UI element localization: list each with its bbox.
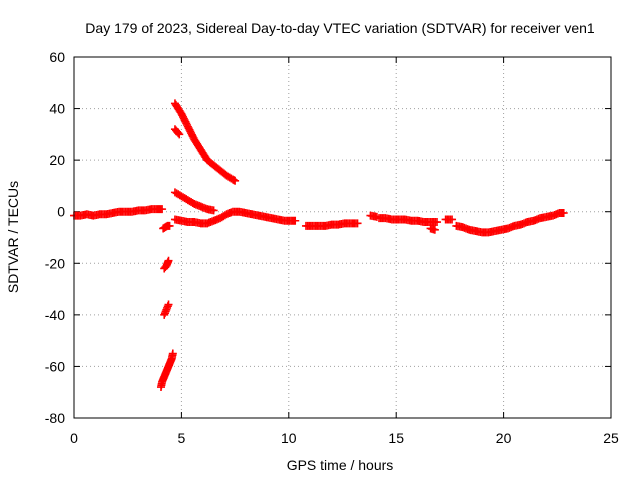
y-tick-label: -40 bbox=[45, 307, 65, 323]
data-point bbox=[158, 205, 167, 214]
y-tick-label: 60 bbox=[49, 49, 65, 65]
data-point bbox=[559, 209, 568, 218]
x-tick-label: 25 bbox=[603, 430, 619, 446]
data-point bbox=[430, 225, 439, 234]
y-tick-label: 40 bbox=[49, 101, 65, 117]
y-tick-label: -60 bbox=[45, 358, 65, 374]
data-point bbox=[175, 130, 184, 139]
data-point bbox=[209, 206, 218, 215]
x-tick-label: 10 bbox=[281, 430, 297, 446]
plot-frame bbox=[73, 56, 612, 419]
data-point bbox=[174, 129, 183, 138]
x-tick-label: 20 bbox=[496, 430, 512, 446]
data-point bbox=[291, 216, 300, 225]
y-tick-label: 20 bbox=[49, 152, 65, 168]
x-tick-label: 15 bbox=[388, 430, 404, 446]
y-axis-label: SDTVAR / TECUs bbox=[5, 181, 21, 293]
data-point bbox=[231, 176, 240, 185]
data-points bbox=[70, 99, 568, 392]
data-point bbox=[448, 215, 457, 224]
y-tick-label: -20 bbox=[45, 255, 65, 271]
data-point bbox=[164, 300, 173, 309]
data-point bbox=[164, 256, 173, 265]
x-tick-label: 0 bbox=[70, 430, 78, 446]
grid bbox=[74, 57, 611, 418]
data-point bbox=[353, 219, 362, 228]
data-point bbox=[433, 218, 442, 227]
x-tick-label: 5 bbox=[178, 430, 186, 446]
y-tick-label: -80 bbox=[45, 410, 65, 426]
x-axis-label: GPS time / hours bbox=[287, 457, 394, 473]
y-tick-label: 0 bbox=[57, 204, 65, 220]
data-point bbox=[165, 221, 174, 230]
chart-title: Day 179 of 2023, Sidereal Day-to-day VTE… bbox=[85, 20, 595, 36]
data-point bbox=[168, 349, 177, 358]
